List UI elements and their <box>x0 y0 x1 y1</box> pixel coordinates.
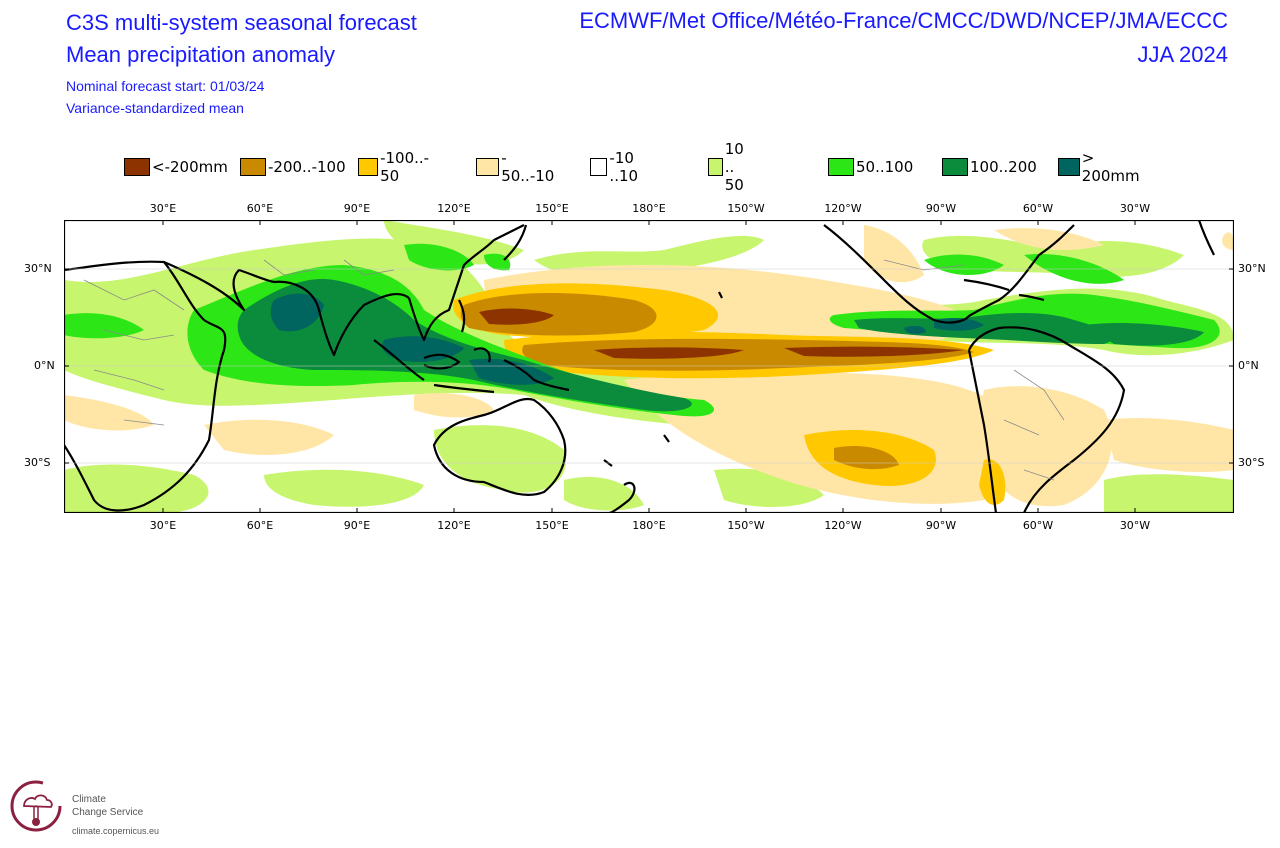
lat-label-right: 30°N <box>1238 262 1266 275</box>
new-zealand-coast <box>608 481 636 513</box>
lon-label-top: 90°E <box>343 202 371 215</box>
legend-swatch <box>590 158 608 176</box>
lon-label-bottom: 150°E <box>535 519 569 532</box>
lon-label-bottom: 150°W <box>727 519 765 532</box>
south-america-coast <box>967 326 1126 513</box>
logo-line2: Change Service <box>72 807 144 818</box>
legend-swatch <box>240 158 266 176</box>
cuba-caribbean <box>963 278 1045 302</box>
lat-label-right: 30°S <box>1238 456 1265 469</box>
lon-label-top: 150°W <box>727 202 765 215</box>
lon-label-bottom: 120°W <box>824 519 862 532</box>
lon-label-bottom: 60°E <box>246 519 274 532</box>
philippines-coast <box>458 299 466 333</box>
greenland-edge <box>1197 220 1215 256</box>
legend-swatch <box>358 158 379 176</box>
legend-item: <-200mm <box>124 156 228 178</box>
legend-label: 10 .. 50 <box>724 140 744 194</box>
legend-label: <-200mm <box>152 158 228 176</box>
lon-label-top: 90°W <box>925 202 957 215</box>
lon-label-top: 120°E <box>437 202 471 215</box>
lat-label-left: 30°N <box>24 262 52 275</box>
method-note: Variance-standardized mean <box>66 100 244 116</box>
climate-service-icon <box>10 780 62 832</box>
lon-label-bottom: 180°E <box>632 519 666 532</box>
arabia-coast <box>163 260 275 312</box>
legend-swatch <box>124 158 150 176</box>
se-asia-coast <box>407 224 525 342</box>
lon-label-bottom: 90°W <box>925 519 957 532</box>
legend-item: 100..200 <box>942 156 1037 178</box>
lon-label-bottom: 30°E <box>149 519 177 532</box>
legend-item: 50..100 <box>828 156 913 178</box>
lon-label-bottom: 30°W <box>1119 519 1151 532</box>
legend-label: > 200mm <box>1081 149 1140 185</box>
legend-label: -100..- 50 <box>380 149 430 185</box>
lon-label-top: 120°W <box>824 202 862 215</box>
legend-label: -10 ..10 <box>609 149 639 185</box>
legend-label: - 50..-10 <box>501 149 555 185</box>
lat-label-left: 30°S <box>24 456 51 469</box>
legend-item: 10 .. 50 <box>708 140 755 194</box>
legend-swatch <box>828 158 854 176</box>
lat-label-left: 0°N <box>34 359 55 372</box>
lon-label-top: 60°E <box>246 202 274 215</box>
lon-label-top: 150°E <box>535 202 569 215</box>
indonesia-islands <box>373 339 570 394</box>
legend-label: 100..200 <box>970 158 1037 176</box>
copernicus-logo[interactable]: Climate Change Service climate.copernicu… <box>8 776 228 842</box>
logo-line1: Climate <box>72 794 106 805</box>
country-borders <box>83 259 1065 481</box>
legend-swatch <box>708 158 723 176</box>
india-coast <box>273 280 410 357</box>
lon-label-bottom: 60°W <box>1022 519 1054 532</box>
precipitation-anomaly-map <box>64 220 1234 513</box>
anomaly-wet-strong <box>237 279 1204 412</box>
legend-item: -100..- 50 <box>358 149 435 185</box>
legend-label: 50..100 <box>856 158 914 176</box>
legend-item: > 200mm <box>1058 149 1144 185</box>
australia-coast <box>432 397 567 496</box>
lon-label-bottom: 90°E <box>343 519 371 532</box>
anomaly-dry-extreme <box>479 308 964 359</box>
lon-label-bottom: 120°E <box>437 519 471 532</box>
legend-item: -10 ..10 <box>590 149 647 185</box>
legend-label: -200..-100 <box>268 158 346 176</box>
chart-variable: Mean precipitation anomaly <box>66 42 336 67</box>
lon-label-top: 30°E <box>149 202 177 215</box>
forecast-systems: ECMWF/Met Office/Météo-France/CMCC/DWD/N… <box>579 8 1228 33</box>
legend-swatch <box>942 158 968 176</box>
legend-item: -200..-100 <box>240 156 346 178</box>
lat-label-right: 0°N <box>1238 359 1259 372</box>
japan-coast <box>503 224 528 261</box>
lon-label-top: 60°W <box>1022 202 1054 215</box>
lon-label-top: 30°W <box>1119 202 1151 215</box>
legend-item: - 50..-10 <box>476 149 557 185</box>
season-label: JJA 2024 <box>1137 42 1228 67</box>
north-america-coast <box>823 224 1075 324</box>
legend-swatch <box>476 158 500 176</box>
legend-swatch <box>1058 158 1080 176</box>
chart-title: C3S multi-system seasonal forecast <box>66 10 417 35</box>
logo-url: climate.copernicus.eu <box>72 826 160 836</box>
forecast-start: Nominal forecast start: 01/03/24 <box>66 78 265 94</box>
coastlines <box>64 220 1215 513</box>
lon-label-top: 180°E <box>632 202 666 215</box>
graticule <box>64 268 1234 464</box>
map-ticks <box>64 220 1234 513</box>
anomaly-field <box>64 220 1234 513</box>
